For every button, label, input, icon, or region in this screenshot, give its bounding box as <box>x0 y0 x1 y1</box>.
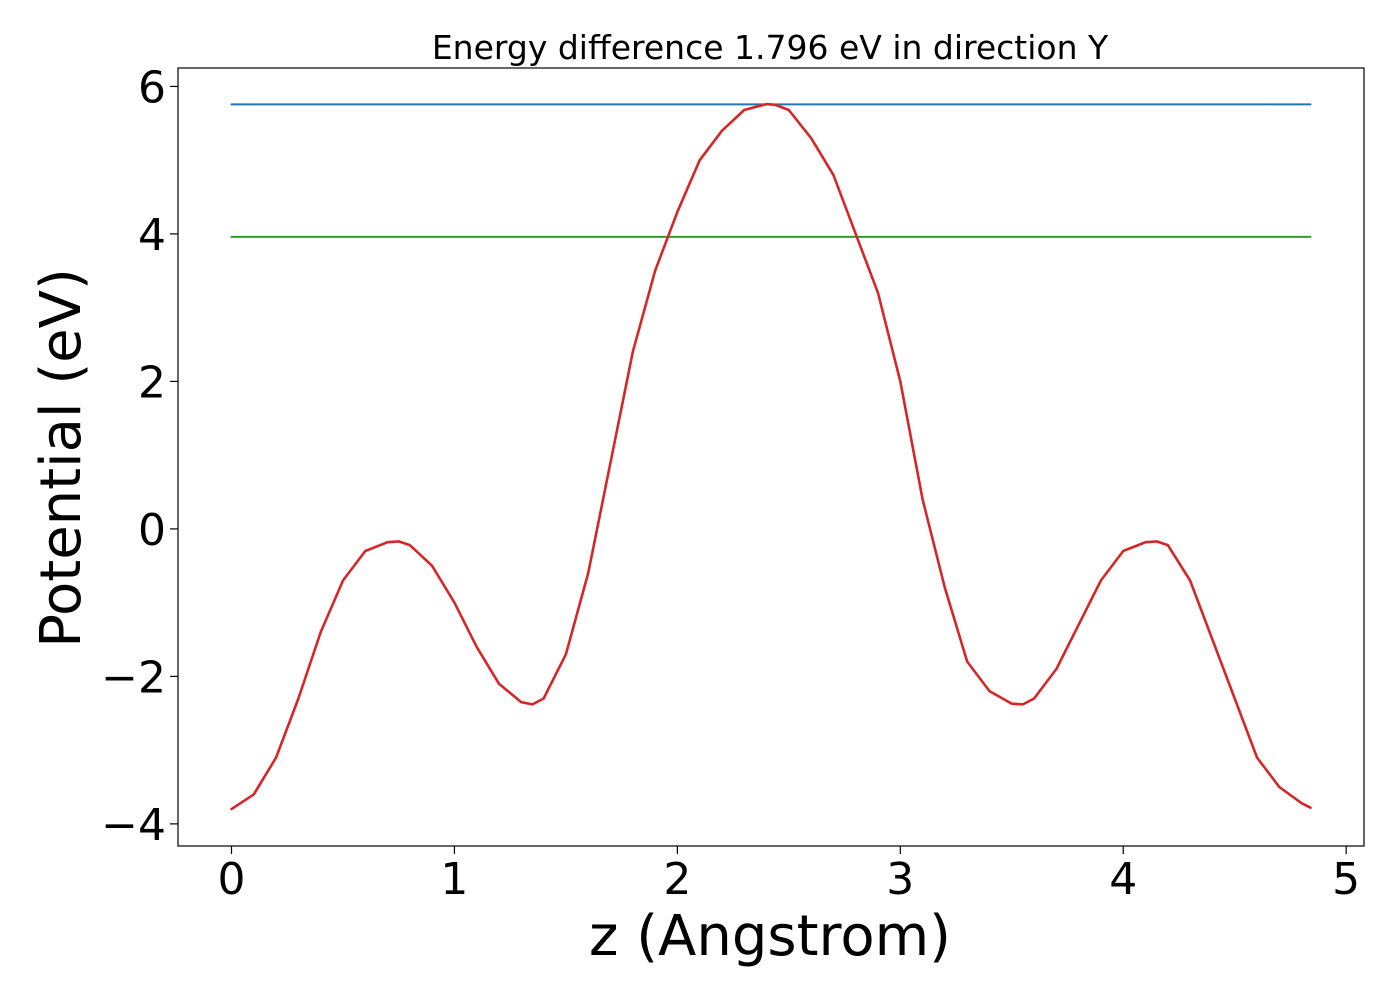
y-tick-label: −2 <box>101 652 166 703</box>
y-tick-label: 4 <box>138 210 166 261</box>
chart-title: Energy difference 1.796 eV in direction … <box>432 28 1109 67</box>
y-tick-label: 2 <box>138 357 166 408</box>
y-tick-label: 6 <box>138 62 166 113</box>
series-line-0 <box>230 102 1312 811</box>
y-axis: −4 −2 0 2 4 6 <box>101 62 178 851</box>
x-tick-label: 3 <box>886 854 914 905</box>
plot-area-frame <box>177 67 1365 847</box>
x-axis-label: z (Angstrom) <box>589 904 951 969</box>
series-layer <box>230 102 1312 811</box>
x-tick-label: 2 <box>663 854 691 905</box>
y-axis-label: Potential (eV) <box>29 268 94 648</box>
y-tick-label: 0 <box>138 505 166 556</box>
x-tick-label: 1 <box>440 854 468 905</box>
x-tick-label: 5 <box>1332 854 1360 905</box>
y-tick-label: −4 <box>101 800 166 851</box>
x-axis: 0 1 2 3 4 5 <box>218 846 1360 905</box>
x-tick-label: 0 <box>218 854 246 905</box>
x-tick-label: 4 <box>1109 854 1137 905</box>
